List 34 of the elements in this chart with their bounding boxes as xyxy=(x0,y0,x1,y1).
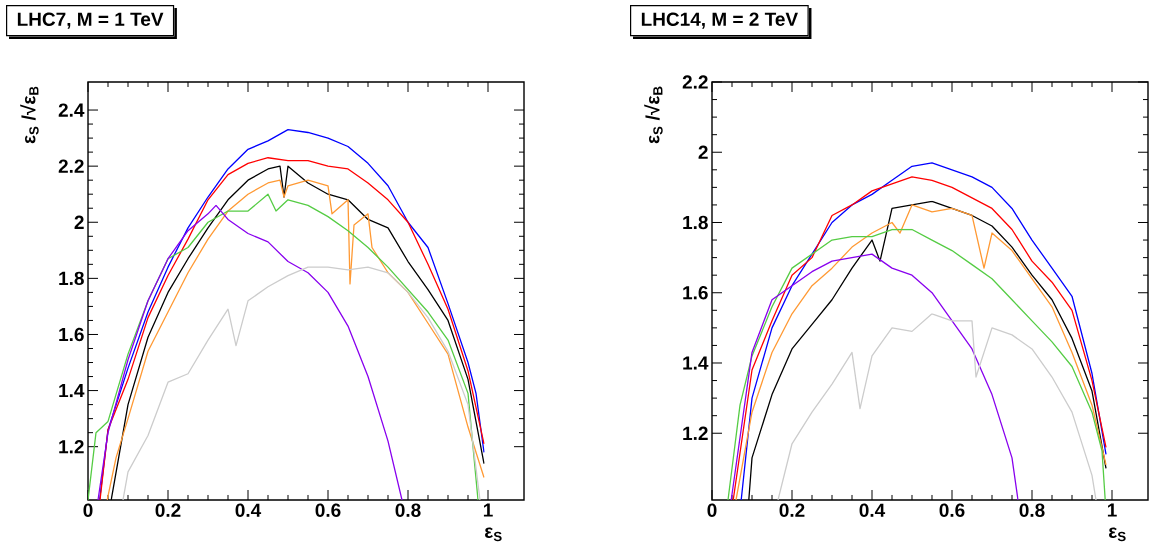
line-series xyxy=(122,266,481,500)
x-tick-label: 1 xyxy=(1107,503,1117,517)
y-tick-label: 2 xyxy=(698,145,708,159)
x-tick-label: 0.8 xyxy=(395,503,421,517)
y-tick-label: 1.2 xyxy=(59,440,84,454)
y-tick-label: 2.4 xyxy=(58,103,85,117)
x-tick-label: 0 xyxy=(707,503,717,517)
y-tick-label: 1.8 xyxy=(59,271,84,286)
y-tick-label: 1.6 xyxy=(59,327,84,342)
y-axis-title: ε$_{S}$ /√ε$_{B}$ xyxy=(644,86,663,144)
x-tick-label: 1 xyxy=(483,503,493,517)
y-tick-label: 1.2 xyxy=(683,426,708,440)
x-tick-label: 0.8 xyxy=(1019,503,1045,517)
chart-title: LHC14, M = 2 TeV xyxy=(641,12,798,29)
line-series xyxy=(97,204,403,500)
line-series xyxy=(777,313,1097,500)
chart-title: LHC7, M = 1 TeV xyxy=(17,12,164,29)
y-tick-label: 1.4 xyxy=(59,384,85,398)
x-tick-label: 0.4 xyxy=(859,503,886,517)
x-tick-label: 0.4 xyxy=(235,503,262,517)
x-tick-label: 0.2 xyxy=(779,503,805,517)
x-tick-label: 0 xyxy=(83,503,93,517)
y-tick-label: 1.4 xyxy=(683,356,709,370)
y-tick-label: 2.2 xyxy=(682,75,708,89)
x-axis-title: ε$_{S}$ xyxy=(485,527,502,542)
y-axis-title: ε$_{S}$ /√ε$_{B}$ xyxy=(20,86,39,144)
y-tick-label: 2.2 xyxy=(58,159,84,173)
x-tick-label: 0.6 xyxy=(939,503,965,517)
x-tick-label: 0.6 xyxy=(315,503,341,517)
x-axis-title: ε$_{S}$ xyxy=(1109,527,1126,542)
y-tick-label: 1.6 xyxy=(683,286,708,300)
y-tick-label: 2 xyxy=(74,215,84,229)
y-tick-label: 1.8 xyxy=(683,215,708,230)
x-tick-label: 0.2 xyxy=(155,503,181,517)
